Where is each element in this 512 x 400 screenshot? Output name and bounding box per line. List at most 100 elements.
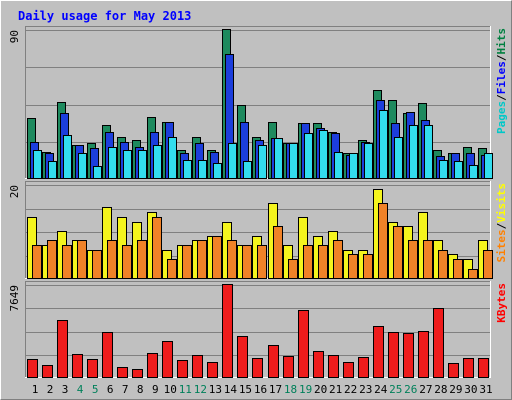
bar-sites-day-20 bbox=[318, 245, 328, 279]
day-label-26: 26 bbox=[404, 383, 417, 396]
bar-kbytes-day-16 bbox=[252, 358, 263, 378]
bar-sites-day-31 bbox=[483, 250, 493, 279]
y-max-label: 20 bbox=[8, 185, 21, 198]
bar-kbytes-day-13 bbox=[207, 362, 218, 378]
bar-kbytes-day-30 bbox=[463, 358, 474, 378]
panel-legend: KBytes bbox=[495, 283, 508, 323]
bar-pages-day-21 bbox=[334, 152, 343, 179]
day-label-23: 23 bbox=[359, 383, 372, 396]
day-label-15: 15 bbox=[239, 383, 252, 396]
day-label-20: 20 bbox=[314, 383, 327, 396]
bar-kbytes-day-24 bbox=[373, 326, 384, 378]
legend-hits: Hits bbox=[495, 28, 508, 55]
bar-pages-day-15 bbox=[243, 161, 252, 179]
bar-sites-day-15 bbox=[242, 245, 252, 279]
day-label-3: 3 bbox=[62, 383, 69, 396]
day-label-5: 5 bbox=[92, 383, 99, 396]
bar-pages-day-10 bbox=[168, 137, 177, 179]
day-label-19: 19 bbox=[299, 383, 312, 396]
kbytes-panel: 7649 KBytes bbox=[8, 281, 508, 378]
bar-kbytes-day-21 bbox=[328, 355, 339, 378]
panel-legend: Pages/Files/Hits bbox=[495, 28, 508, 134]
bar-pages-day-13 bbox=[213, 163, 222, 179]
bar-kbytes-day-10 bbox=[162, 341, 173, 378]
legend-visits: Visits bbox=[495, 183, 508, 223]
bar-pages-day-14 bbox=[228, 143, 237, 179]
bar-pages-day-31 bbox=[484, 153, 493, 179]
bar-kbytes-day-15 bbox=[237, 336, 248, 378]
bar-kbytes-day-1 bbox=[27, 359, 38, 378]
day-label-7: 7 bbox=[122, 383, 129, 396]
day-label-28: 28 bbox=[434, 383, 447, 396]
day-label-8: 8 bbox=[137, 383, 144, 396]
bar-pages-day-9 bbox=[153, 145, 162, 179]
bar-pages-day-8 bbox=[138, 150, 147, 179]
bar-kbytes-day-27 bbox=[418, 331, 429, 378]
bar-kbytes-day-20 bbox=[313, 351, 324, 378]
bar-sites-day-14 bbox=[227, 240, 237, 279]
bar-kbytes-day-19 bbox=[298, 310, 309, 378]
bar-pages-day-22 bbox=[349, 153, 358, 179]
legend-separator: / bbox=[495, 94, 508, 101]
bar-pages-day-19 bbox=[304, 133, 313, 179]
day-label-4: 4 bbox=[77, 383, 84, 396]
bar-kbytes-day-23 bbox=[358, 357, 369, 378]
bar-pages-day-26 bbox=[409, 125, 418, 179]
bar-kbytes-day-31 bbox=[478, 358, 489, 378]
bar-pages-day-1 bbox=[33, 150, 42, 179]
day-label-11: 11 bbox=[179, 383, 192, 396]
bar-sites-day-23 bbox=[363, 254, 373, 279]
day-label-2: 2 bbox=[47, 383, 54, 396]
y-max-label: 90 bbox=[8, 30, 21, 43]
bar-sites-day-7 bbox=[122, 245, 132, 279]
bar-sites-day-26 bbox=[408, 240, 418, 279]
day-label-1: 1 bbox=[32, 383, 39, 396]
bar-kbytes-day-26 bbox=[403, 333, 414, 378]
bar-sites-day-4 bbox=[77, 240, 87, 279]
bar-kbytes-day-11 bbox=[177, 360, 188, 378]
bar-pages-day-11 bbox=[183, 160, 192, 179]
bar-pages-day-3 bbox=[63, 135, 72, 179]
legend-files: Files bbox=[495, 61, 508, 94]
bar-kbytes-day-17 bbox=[268, 345, 279, 378]
bar-pages-day-12 bbox=[198, 160, 207, 179]
bar-kbytes-day-6 bbox=[102, 332, 113, 378]
bar-kbytes-day-22 bbox=[343, 362, 354, 378]
bar-pages-day-18 bbox=[289, 143, 298, 179]
bar-sites-day-28 bbox=[438, 250, 448, 279]
bar-sites-day-2 bbox=[47, 240, 57, 279]
day-label-17: 17 bbox=[269, 383, 282, 396]
legend-sites: Sites bbox=[495, 229, 508, 262]
bar-sites-day-25 bbox=[393, 226, 403, 279]
bar-pages-day-5 bbox=[93, 166, 102, 179]
bar-kbytes-day-5 bbox=[87, 359, 98, 378]
x-axis-day-labels: 1 2 3 4 5 6 7 8 9 10 11 12 13 14 15 16 17 18 19 20 21 22 23 24 2… bbox=[32, 383, 493, 396]
bar-pages-day-4 bbox=[78, 153, 87, 179]
day-label-27: 27 bbox=[419, 383, 432, 396]
bar-pages-day-20 bbox=[319, 130, 328, 179]
day-label-29: 29 bbox=[449, 383, 462, 396]
bar-sites-day-11 bbox=[182, 245, 192, 279]
day-label-30: 30 bbox=[464, 383, 477, 396]
bar-pages-day-7 bbox=[123, 150, 132, 179]
legend-separator: / bbox=[495, 222, 508, 229]
day-label-21: 21 bbox=[329, 383, 342, 396]
bar-pages-day-2 bbox=[48, 161, 57, 179]
bar-sites-day-13 bbox=[212, 236, 222, 279]
bar-sites-day-12 bbox=[197, 240, 207, 279]
bar-pages-day-30 bbox=[469, 165, 478, 179]
bar-pages-day-28 bbox=[439, 160, 448, 179]
bar-kbytes-day-12 bbox=[192, 355, 203, 378]
bar-kbytes-day-2 bbox=[42, 365, 53, 378]
bar-pages-day-16 bbox=[258, 145, 267, 179]
bar-pages-day-27 bbox=[424, 125, 433, 179]
legend-kbytes: KBytes bbox=[495, 283, 508, 323]
bar-kbytes-day-3 bbox=[57, 320, 68, 378]
bar-kbytes-day-14 bbox=[222, 284, 233, 378]
legend-pages: Pages bbox=[495, 101, 508, 134]
bar-pages-day-25 bbox=[394, 137, 403, 179]
bar-sites-day-29 bbox=[453, 259, 463, 279]
bar-kbytes-day-4 bbox=[72, 354, 83, 378]
